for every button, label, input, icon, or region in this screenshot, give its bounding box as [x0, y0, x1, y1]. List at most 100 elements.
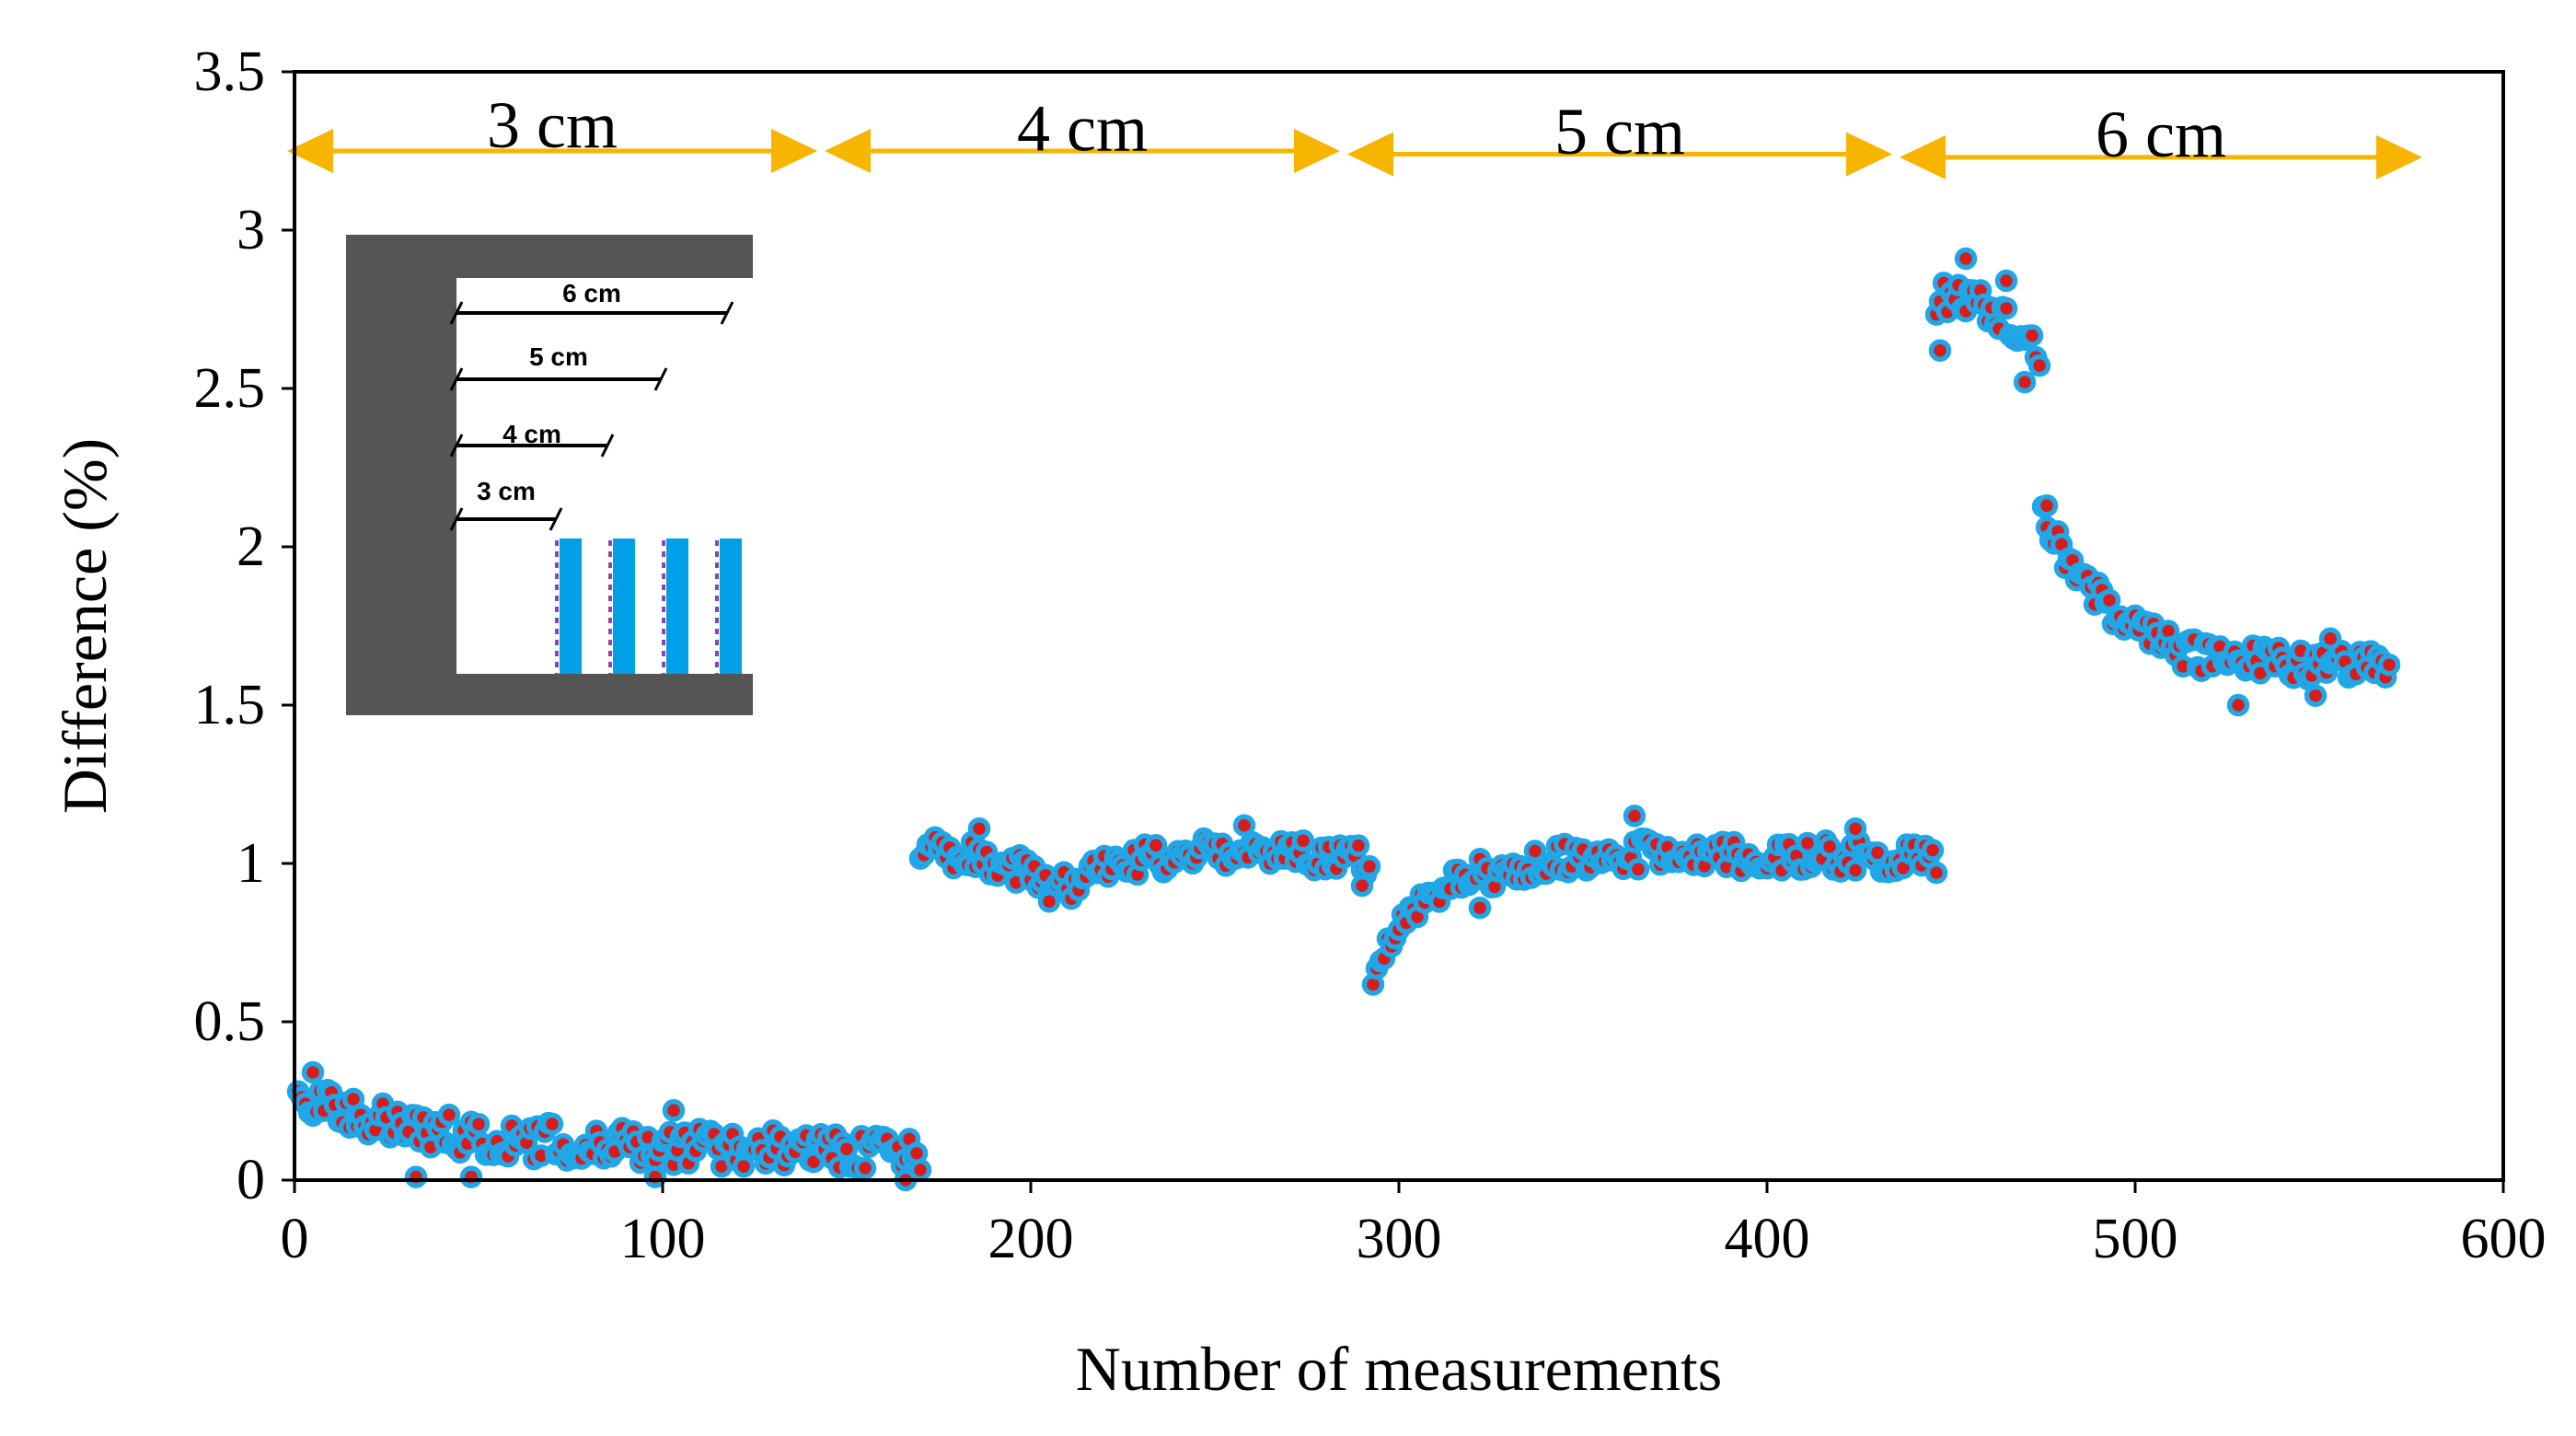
x-axis-ticks: 0 100 200 300 400 500 600 — [281, 1180, 2547, 1270]
data-point-5cm — [1468, 896, 1492, 920]
segment-arrow: 3 cm — [287, 88, 817, 173]
data-point-6cm — [2027, 353, 2051, 377]
data-point-3cm — [662, 1099, 686, 1122]
inset-dimension: 4 cm — [449, 420, 615, 457]
x-tick-label: 600 — [2461, 1208, 2547, 1270]
data-point-6cm — [2035, 494, 2059, 517]
arrow-head-right — [771, 129, 817, 173]
dimension-tick — [449, 367, 464, 391]
data-point-6cm — [2013, 370, 2037, 394]
data-point-4cm — [967, 816, 991, 840]
dimension-tick — [549, 507, 563, 531]
x-tick-label: 100 — [620, 1208, 706, 1270]
data-point-5cm — [1924, 861, 1948, 885]
inset-electrodes — [555, 538, 742, 674]
data-point-6cm — [2097, 588, 2121, 612]
data-point-6cm — [1994, 269, 2018, 293]
arrow-head-left — [1347, 132, 1393, 177]
segment-label: 6 cm — [2096, 98, 2226, 171]
arrow-head-right — [1294, 129, 1340, 173]
data-point-4cm — [1291, 829, 1315, 852]
y-tick-label: 0.5 — [194, 990, 266, 1053]
data-point-6cm — [1954, 247, 1978, 271]
y-tick-label: 2 — [237, 515, 265, 578]
data-point-4cm — [1037, 890, 1061, 913]
data-point-5cm — [1626, 858, 1650, 881]
segment-arrow: 5 cm — [1347, 95, 1892, 177]
data-point-4cm — [1357, 855, 1381, 878]
data-point-5cm — [1843, 816, 1867, 840]
data-point-6cm — [2020, 324, 2044, 347]
segment-label: 5 cm — [1554, 95, 1685, 168]
data-point-3cm — [301, 1060, 325, 1084]
inset-side-wall — [346, 235, 456, 715]
x-tick-label: 400 — [1725, 1208, 1810, 1270]
y-tick-label: 0 — [237, 1149, 265, 1211]
data-point-6cm — [2226, 693, 2250, 717]
data-point-4cm — [1350, 874, 1374, 898]
data-point-5cm — [1796, 831, 1819, 855]
arrow-head-left — [287, 129, 333, 173]
inset-electrode-bar — [613, 538, 635, 674]
y-axis-title: Difference (%) — [50, 438, 120, 814]
dimension-tick — [449, 301, 464, 325]
inset-electrode-bar — [720, 538, 742, 674]
inset-dimension: 6 cm — [449, 279, 734, 325]
y-tick-label: 3.5 — [194, 41, 266, 103]
data-point-3cm — [540, 1112, 564, 1136]
segment-arrow: 6 cm — [1900, 98, 2422, 180]
data-point-4cm — [1346, 834, 1370, 857]
y-tick-label: 2.5 — [194, 357, 266, 420]
segment-label: 4 cm — [1017, 91, 1148, 165]
inset-dimension: 3 cm — [449, 477, 563, 531]
data-point-6cm — [1928, 339, 1952, 362]
inset-distance-label: 5 cm — [529, 342, 588, 371]
inset-dimension-lines: 6 cm 5 cm 4 cm 3 cm — [449, 279, 734, 531]
data-point-3cm — [404, 1165, 428, 1188]
data-point-3cm — [437, 1103, 461, 1127]
data-point-5cm — [1623, 805, 1646, 828]
data-point-5cm — [1523, 840, 1547, 863]
dimension-tick — [653, 367, 668, 391]
dimension-tick — [720, 301, 734, 325]
inset-distance-label: 4 cm — [502, 420, 561, 448]
inset-electrode-bar — [666, 538, 688, 674]
x-tick-label: 0 — [281, 1208, 309, 1270]
inset-distance-label: 3 cm — [477, 477, 536, 505]
arrow-head-left — [825, 129, 871, 173]
y-axis-ticks: 0 0.5 1 1.5 2 2.5 3 3.5 — [194, 41, 295, 1211]
dimension-tick — [449, 507, 464, 531]
x-tick-label: 500 — [2093, 1208, 2178, 1270]
inset-electrode-bar — [560, 538, 582, 674]
data-point-6cm — [2318, 627, 2342, 651]
data-point-3cm — [467, 1112, 491, 1136]
y-tick-label: 1 — [237, 832, 265, 895]
dimension-tick — [449, 434, 464, 457]
x-axis-title: Number of measurements — [1076, 1334, 1722, 1404]
y-tick-label: 3 — [237, 199, 265, 261]
inset-distance-label: 6 cm — [562, 279, 621, 307]
data-point-3cm — [459, 1165, 483, 1188]
arrow-head-right — [2376, 134, 2422, 180]
x-tick-label: 300 — [1357, 1208, 1442, 1270]
data-point-6cm — [2304, 684, 2328, 707]
segment-arrow: 4 cm — [825, 91, 1340, 173]
segment-label: 3 cm — [487, 88, 618, 162]
scatter-points — [286, 247, 2401, 1192]
arrow-head-left — [1900, 134, 1946, 180]
x-tick-label: 200 — [988, 1208, 1074, 1270]
inset-diagram: 6 cm 5 cm 4 cm 3 cm — [346, 235, 753, 715]
dimension-tick — [600, 434, 615, 457]
inset-bottom-wall — [346, 674, 753, 715]
data-point-6cm — [1994, 296, 2018, 320]
y-tick-label: 1.5 — [194, 674, 266, 736]
data-point-6cm — [2377, 653, 2401, 677]
data-point-3cm — [853, 1156, 877, 1180]
segment-arrows: 3 cm 4 cm 5 cm 6 cm — [287, 88, 2422, 180]
data-point-5cm — [1921, 839, 1945, 862]
arrow-head-right — [1846, 132, 1892, 177]
data-point-4cm — [1232, 814, 1256, 837]
inset-dimension: 5 cm — [449, 342, 668, 391]
